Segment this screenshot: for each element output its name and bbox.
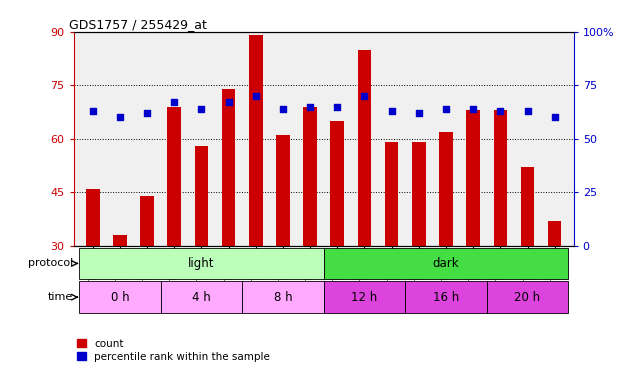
Text: light: light [188,257,215,270]
Bar [467,110,480,246]
Point [142,110,152,116]
Bar [195,146,208,246]
Point [522,108,533,114]
Bar [548,220,562,246]
Text: 16 h: 16 h [433,291,459,304]
Bar [161,281,242,313]
Bar [331,121,344,246]
Bar [324,248,569,279]
Bar [113,235,127,246]
Text: 20 h: 20 h [515,291,540,304]
Bar [242,281,324,313]
Point [441,106,451,112]
Point [196,106,206,112]
Bar [494,110,507,246]
Point [360,93,370,99]
Bar [324,281,405,313]
Bar [249,36,263,246]
Text: 4 h: 4 h [192,291,211,304]
Bar [167,106,181,246]
Text: dark: dark [433,257,460,270]
Bar [79,248,324,279]
Bar [405,281,487,313]
Point [387,108,397,114]
Point [549,114,560,120]
Bar [86,189,99,246]
Bar [487,281,569,313]
Bar [140,196,154,246]
Bar [358,50,371,246]
Text: 8 h: 8 h [274,291,292,304]
Point [115,114,125,120]
Bar [222,89,235,246]
Text: 12 h: 12 h [351,291,378,304]
Bar [439,132,453,246]
Point [495,108,506,114]
Bar [303,106,317,246]
Text: GDS1757 / 255429_at: GDS1757 / 255429_at [69,18,206,31]
Bar [412,142,426,246]
Text: time: time [48,292,73,302]
Legend: count, percentile rank within the sample: count, percentile rank within the sample [72,334,274,366]
Point [224,99,234,105]
Point [169,99,179,105]
Bar [276,135,290,246]
Point [88,108,98,114]
Bar [520,167,535,246]
Text: protocol: protocol [28,258,73,268]
Bar [385,142,399,246]
Text: 0 h: 0 h [111,291,129,304]
Point [468,106,478,112]
Point [305,104,315,110]
Point [278,106,288,112]
Point [413,110,424,116]
Point [251,93,261,99]
Point [332,104,342,110]
Bar [79,281,161,313]
